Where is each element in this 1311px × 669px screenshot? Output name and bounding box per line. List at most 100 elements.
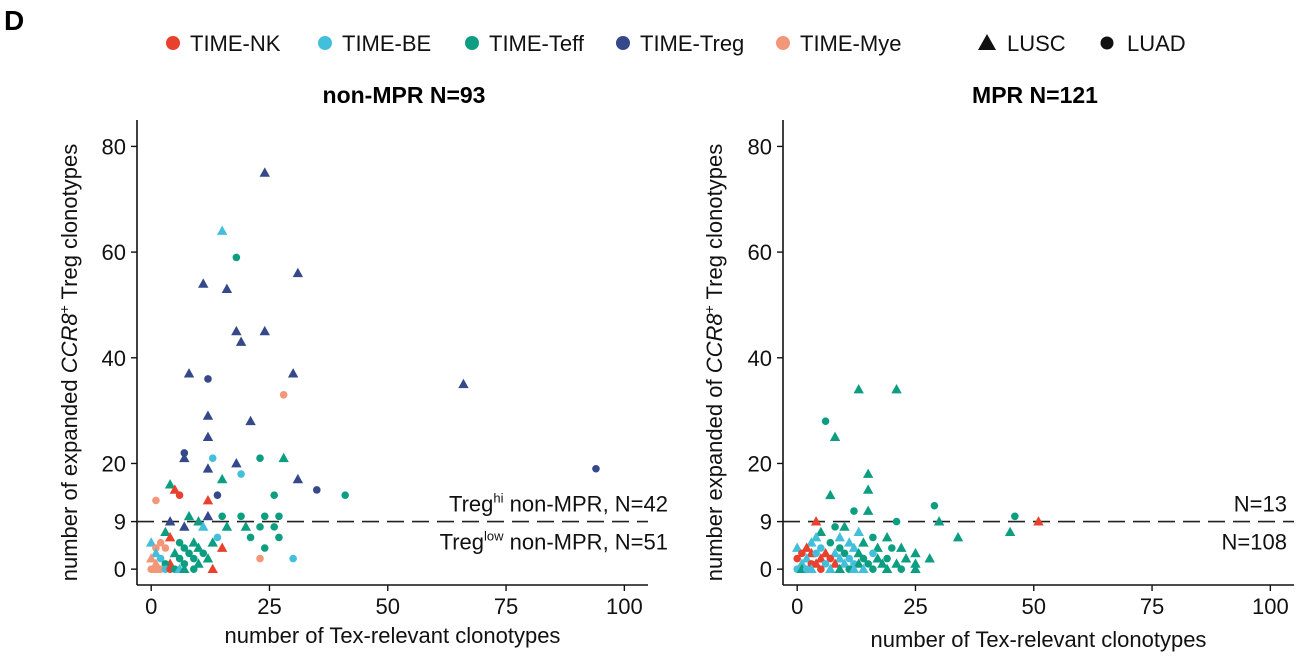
data-point <box>259 167 270 177</box>
data-point <box>910 558 921 568</box>
chart-title: non-MPR N=93 <box>323 82 486 108</box>
legend-item-time-teff: TIME-Teff <box>465 31 585 56</box>
data-point <box>221 521 233 531</box>
y-tick-label: 20 <box>748 451 772 476</box>
annotation-above: N=13 <box>1234 492 1287 517</box>
data-point <box>820 547 831 558</box>
data-point <box>175 554 184 563</box>
x-tick-label: 100 <box>606 594 643 619</box>
data-point <box>897 565 906 573</box>
data-point <box>826 554 835 563</box>
x-axis-label: number of Tex-relevant clonotypes <box>225 623 561 648</box>
data-point <box>458 378 469 389</box>
data-point <box>312 486 321 494</box>
data-point <box>848 563 860 574</box>
data-point <box>839 521 850 531</box>
data-point <box>213 491 222 499</box>
y-axis-label-part: + <box>56 305 72 313</box>
data-point <box>150 558 162 568</box>
data-point <box>292 473 304 484</box>
data-point <box>896 542 907 552</box>
data-point <box>270 523 279 531</box>
legend-shape-lusc: LUSC <box>978 31 1066 56</box>
y-axis-label: number of expanded CCR8+ Treg clonotypes <box>56 144 82 581</box>
data-point <box>199 549 208 558</box>
legend-label: LUAD <box>1127 31 1186 56</box>
data-point <box>183 510 195 521</box>
data-point <box>821 560 830 568</box>
legend: TIME-NK TIME-BE TIME-Teff TIME-Treg TIME-Mye… <box>166 31 1186 56</box>
data-point <box>193 542 204 552</box>
annotation-superscript: hi <box>493 491 503 506</box>
chart-title: MPR N=121 <box>972 82 1098 108</box>
data-point <box>796 558 808 568</box>
data-point <box>240 521 252 531</box>
x-tick-label: 100 <box>1252 594 1289 619</box>
data-point <box>839 558 850 568</box>
data-point <box>891 384 902 394</box>
data-point <box>815 553 827 563</box>
data-point <box>245 415 256 426</box>
annotation-text: N=13 <box>1234 492 1287 517</box>
data-point <box>216 225 228 235</box>
data-point <box>292 267 304 278</box>
data-point <box>207 563 218 574</box>
data-point <box>279 390 288 399</box>
data-point <box>208 454 217 462</box>
data-point <box>256 523 264 531</box>
annotation-below: N=108 <box>1222 530 1287 555</box>
data-point <box>952 531 964 542</box>
data-point <box>853 526 864 537</box>
data-point <box>891 558 902 568</box>
data-point <box>888 544 896 552</box>
data-point <box>202 553 214 563</box>
data-point <box>213 533 222 542</box>
data-point <box>881 531 893 542</box>
data-point <box>862 505 874 515</box>
data-point <box>815 526 827 537</box>
data-point <box>256 454 264 462</box>
y-tick-label: 40 <box>102 346 126 371</box>
data-point <box>169 547 181 558</box>
y-tick-label: 40 <box>748 346 772 371</box>
data-point <box>810 558 822 568</box>
data-point <box>260 544 269 552</box>
data-point <box>246 533 255 542</box>
data-point <box>202 431 214 441</box>
data-point <box>826 538 835 547</box>
legend-label: LUSC <box>1007 31 1066 56</box>
data-point <box>275 533 283 542</box>
data-point <box>817 565 825 573</box>
annotation-text: non-MPR, N=51 <box>504 530 668 555</box>
x-tick-label: 50 <box>1022 594 1046 619</box>
x-tick-label: 25 <box>903 594 927 619</box>
data-point <box>858 537 869 547</box>
data-point <box>150 547 162 558</box>
legend-swatch <box>465 36 479 50</box>
data-point <box>872 542 883 552</box>
data-point <box>175 538 184 547</box>
data-point <box>169 484 181 494</box>
y-tick-label: 0 <box>114 557 126 582</box>
data-point <box>189 554 198 563</box>
legend-item-time-nk: TIME-NK <box>166 31 281 56</box>
legend-label: TIME-Treg <box>640 31 744 56</box>
data-point <box>180 544 189 552</box>
data-point <box>341 491 349 499</box>
data-point <box>198 521 209 531</box>
data-point <box>160 526 171 537</box>
y-axis-label-part: CCR8 <box>57 313 82 374</box>
data-point <box>812 549 820 558</box>
data-point <box>883 554 891 563</box>
legend-shape-luad: LUAD <box>1100 31 1186 56</box>
data-point <box>1004 526 1016 537</box>
data-point <box>185 549 193 558</box>
data-point <box>218 512 226 521</box>
x-tick-label: 0 <box>145 594 157 619</box>
legend-label: TIME-Teff <box>489 31 585 56</box>
x-tick-label: 50 <box>376 594 400 619</box>
data-point <box>188 537 199 547</box>
data-point <box>161 560 170 568</box>
y-axis-label-part: number of expanded <box>57 373 82 581</box>
